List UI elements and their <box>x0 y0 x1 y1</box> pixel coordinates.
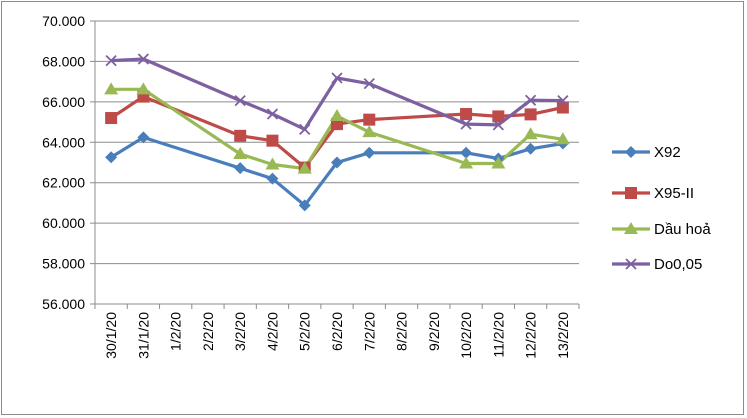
data-point-2 <box>459 156 474 169</box>
data-point-3 <box>331 72 343 84</box>
x-tick-label: 9/2/20 <box>426 312 442 351</box>
data-point-1 <box>234 129 247 142</box>
x-tick-label: 1/2/20 <box>168 312 184 351</box>
legend-marker-0 <box>625 146 637 158</box>
data-point-2 <box>265 157 280 170</box>
data-point-1 <box>266 134 279 147</box>
data-point-1 <box>460 107 473 120</box>
data-point-2 <box>523 127 538 140</box>
y-tick-label: 68.000 <box>42 53 85 69</box>
x-tick-label: 3/2/20 <box>232 312 248 351</box>
data-point-0 <box>524 142 537 155</box>
x-tick-label: 12/2/20 <box>523 312 539 359</box>
y-tick-label: 64.000 <box>42 134 85 150</box>
data-point-3 <box>234 95 246 107</box>
x-tick-label: 13/2/20 <box>555 312 571 359</box>
legend-label-2: Dầu hoả <box>654 221 711 238</box>
y-tick-label: 62.000 <box>42 175 85 191</box>
x-tick-label: 2/2/20 <box>200 312 216 351</box>
data-point-1 <box>492 110 505 123</box>
data-point-3 <box>105 54 117 67</box>
x-tick-label: 5/2/20 <box>297 312 313 351</box>
data-point-0 <box>363 146 376 159</box>
x-tick-label: 7/2/20 <box>361 312 377 351</box>
y-tick-label: 66.000 <box>42 94 85 110</box>
legend-marker-3 <box>625 258 637 270</box>
data-point-1 <box>331 118 343 131</box>
data-point-0 <box>298 199 311 212</box>
data-point-3 <box>363 78 375 90</box>
data-point-0 <box>460 146 473 159</box>
data-point-1 <box>363 113 376 126</box>
data-point-1 <box>556 101 569 114</box>
data-point-2 <box>136 82 151 95</box>
data-point-0 <box>105 151 118 164</box>
data-point-2 <box>362 125 377 138</box>
data-point-2 <box>297 161 312 174</box>
y-tick-label: 58.000 <box>42 256 85 272</box>
data-point-3 <box>557 95 569 107</box>
data-point-2 <box>491 156 506 169</box>
x-tick-label: 4/2/20 <box>264 312 280 351</box>
data-point-0 <box>234 162 247 175</box>
legend-label-0: X92 <box>654 144 681 161</box>
legend-marker-1 <box>625 187 637 199</box>
x-tick-label: 10/2/20 <box>458 312 474 359</box>
data-point-0 <box>331 156 343 169</box>
x-tick-label: 6/2/20 <box>329 312 345 351</box>
data-point-2 <box>330 109 344 122</box>
data-point-3 <box>266 108 279 120</box>
data-point-3 <box>524 94 537 106</box>
data-point-1 <box>524 108 537 121</box>
data-point-1 <box>105 112 118 125</box>
x-tick-label: 31/1/20 <box>135 312 151 359</box>
data-point-2 <box>555 132 570 145</box>
legend-label-1: X95-II <box>654 185 694 202</box>
legend-label-3: Do0,05 <box>654 256 702 273</box>
data-point-3 <box>137 53 150 65</box>
y-tick-label: 56.000 <box>42 296 85 312</box>
x-tick-label: 11/2/20 <box>490 312 506 358</box>
legend-marker-2 <box>624 222 638 234</box>
x-tick-label: 8/2/20 <box>394 312 410 351</box>
data-point-3 <box>492 119 504 131</box>
data-point-2 <box>104 82 119 95</box>
data-point-3 <box>299 123 311 135</box>
data-point-0 <box>266 172 279 185</box>
x-tick-label: 30/1/20 <box>103 312 119 359</box>
y-tick-label: 70.000 <box>42 13 85 29</box>
y-tick-label: 60.000 <box>42 215 85 231</box>
data-point-2 <box>233 147 248 160</box>
data-point-3 <box>460 118 472 130</box>
data-point-0 <box>137 131 150 144</box>
